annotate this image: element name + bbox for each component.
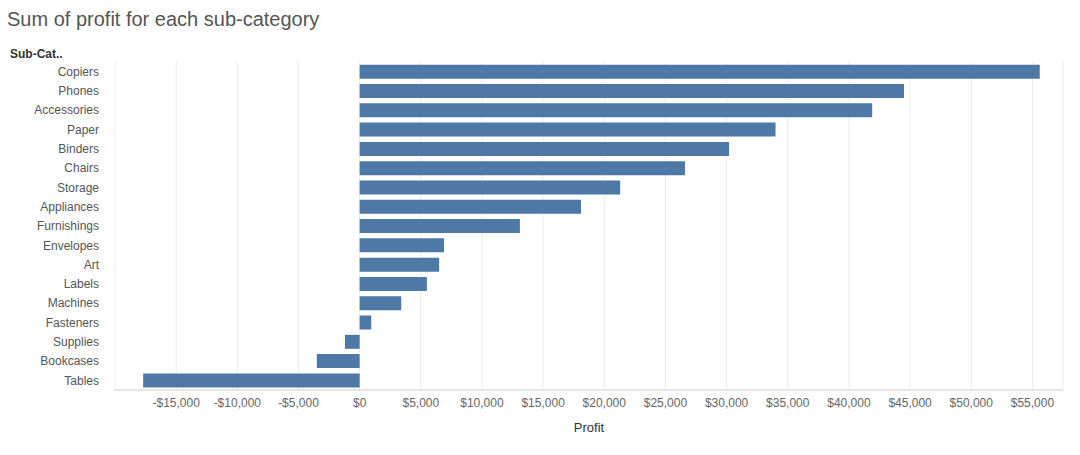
svg-text:Chairs: Chairs [64, 161, 99, 175]
svg-text:$20,000: $20,000 [583, 396, 627, 410]
svg-text:Bookcases: Bookcases [40, 354, 99, 368]
svg-text:$55,000: $55,000 [1011, 396, 1055, 410]
svg-text:$10,000: $10,000 [460, 396, 504, 410]
svg-text:$25,000: $25,000 [644, 396, 688, 410]
svg-text:Envelopes: Envelopes [43, 239, 99, 253]
svg-text:Labels: Labels [64, 277, 99, 291]
svg-text:$30,000: $30,000 [705, 396, 749, 410]
svg-text:$40,000: $40,000 [827, 396, 871, 410]
svg-text:$5,000: $5,000 [402, 396, 439, 410]
svg-text:Paper: Paper [67, 123, 99, 137]
svg-text:Accessories: Accessories [34, 103, 99, 117]
svg-text:-$5,000: -$5,000 [278, 396, 319, 410]
svg-text:Phones: Phones [58, 84, 99, 98]
svg-text:Copiers: Copiers [58, 65, 99, 79]
html-text:Sub-Cat..: Sub-Cat.. [10, 47, 63, 61]
svg-text:Supplies: Supplies [53, 335, 99, 349]
html-text:Sum of profit for each sub-cat: Sum of profit for each sub-category [7, 8, 320, 30]
svg-text:$50,000: $50,000 [950, 396, 994, 410]
svg-text:Furnishings: Furnishings [37, 219, 99, 233]
svg-text:Fasteners: Fasteners [46, 316, 99, 330]
svg-text:Profit: Profit [574, 420, 605, 435]
svg-text:Machines: Machines [48, 296, 99, 310]
svg-text:$35,000: $35,000 [766, 396, 810, 410]
svg-text:Appliances: Appliances [40, 200, 99, 214]
svg-text:-$10,000: -$10,000 [214, 396, 262, 410]
svg-text:$45,000: $45,000 [888, 396, 932, 410]
svg-text:$0: $0 [353, 396, 367, 410]
svg-text:Binders: Binders [58, 142, 99, 156]
svg-text:$15,000: $15,000 [521, 396, 565, 410]
svg-text:Art: Art [84, 258, 100, 272]
svg-text:Storage: Storage [57, 181, 99, 195]
svg-text:-$15,000: -$15,000 [152, 396, 200, 410]
svg-text:Tables: Tables [64, 374, 99, 388]
